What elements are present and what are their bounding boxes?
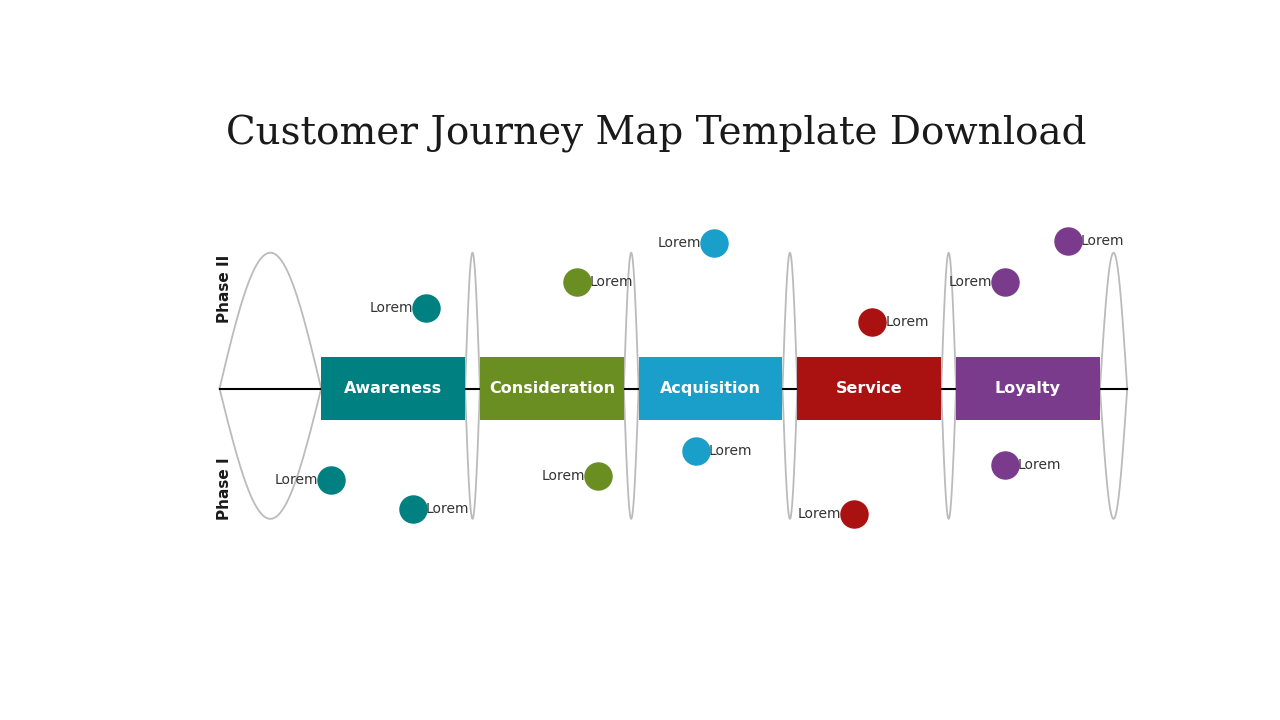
FancyBboxPatch shape	[480, 356, 623, 420]
Point	[589, 470, 609, 482]
Text: Lorem: Lorem	[1018, 457, 1061, 472]
Text: Lorem: Lorem	[797, 508, 841, 521]
Point	[703, 237, 723, 248]
Text: Lorem: Lorem	[370, 301, 413, 315]
Text: Lorem: Lorem	[886, 315, 929, 329]
Text: Lorem: Lorem	[657, 235, 700, 250]
Text: Loyalty: Loyalty	[995, 381, 1061, 396]
Text: Lorem: Lorem	[426, 502, 470, 516]
Point	[416, 302, 436, 314]
Text: Lorem: Lorem	[274, 473, 317, 487]
Point	[403, 503, 424, 515]
Text: Acquisition: Acquisition	[660, 381, 762, 396]
Text: Lorem: Lorem	[590, 274, 634, 289]
Text: Customer Journey Map Template Download: Customer Journey Map Template Download	[225, 114, 1087, 153]
Point	[320, 474, 340, 486]
Point	[995, 459, 1015, 470]
FancyBboxPatch shape	[797, 356, 941, 420]
Point	[995, 276, 1015, 287]
Text: Awareness: Awareness	[344, 381, 442, 396]
Text: Lorem: Lorem	[541, 469, 585, 482]
Point	[1057, 235, 1078, 246]
FancyBboxPatch shape	[956, 356, 1100, 420]
Point	[861, 316, 882, 328]
Text: Phase I: Phase I	[218, 457, 232, 520]
Text: Lorem: Lorem	[709, 444, 753, 458]
Point	[845, 508, 865, 520]
Text: Service: Service	[836, 381, 902, 396]
Text: Consideration: Consideration	[489, 381, 614, 396]
Point	[686, 446, 707, 457]
Text: Phase II: Phase II	[218, 255, 232, 323]
Text: Lorem: Lorem	[1080, 233, 1124, 248]
FancyBboxPatch shape	[639, 356, 782, 420]
Text: Lorem: Lorem	[948, 274, 992, 289]
Point	[566, 276, 586, 287]
FancyBboxPatch shape	[321, 356, 465, 420]
